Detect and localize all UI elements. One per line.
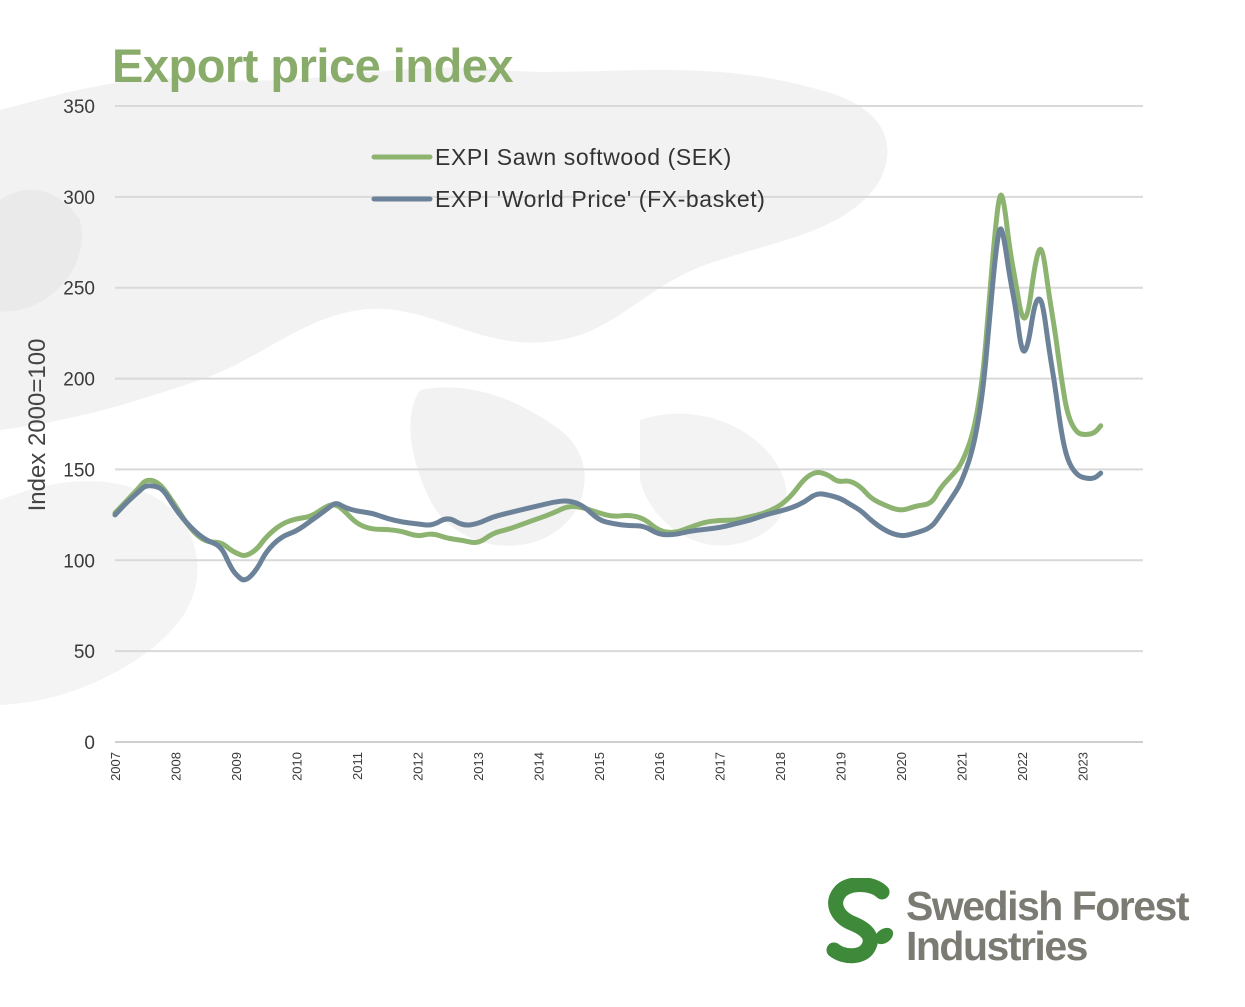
x-tick-label: 2008	[168, 752, 183, 781]
y-tick-label: 350	[63, 97, 95, 118]
y-tick-label: 50	[74, 642, 95, 663]
legend: EXPI Sawn softwood (SEK) EXPI 'World Pri…	[371, 144, 766, 212]
y-tick-label: 0	[84, 733, 95, 754]
y-axis-ticks: 0 50 100 150 200 250 300 350	[63, 97, 95, 754]
y-tick-label: 100	[63, 551, 95, 572]
x-axis-ticks: 2007 2008 2009 2010 2011 2012 2013 2014 2015 2016…	[108, 752, 1091, 781]
company-logo: Swedish Forest Industries	[820, 878, 1220, 978]
x-tick-label: 2015	[592, 752, 607, 781]
x-tick-label: 2012	[410, 752, 425, 781]
y-tick-label: 150	[63, 460, 95, 481]
gridlines	[115, 105, 1143, 743]
x-tick-label: 2014	[531, 752, 546, 781]
legend-label-sawn-softwood: EXPI Sawn softwood (SEK)	[435, 144, 732, 170]
x-tick-label: 2009	[229, 752, 244, 781]
logo-text-line1: Swedish Forest	[906, 883, 1190, 929]
y-axis-label: Index 2000=100	[24, 339, 51, 512]
x-tick-label: 2021	[955, 752, 970, 781]
logo-text-line2: Industries	[906, 923, 1088, 969]
y-tick-label: 200	[63, 370, 95, 391]
x-tick-label: 2011	[350, 752, 365, 780]
x-tick-label: 2022	[1015, 752, 1030, 781]
y-tick-label: 250	[63, 279, 95, 300]
x-tick-label: 2020	[894, 752, 909, 781]
x-tick-label: 2010	[289, 752, 304, 781]
series-line-world-price	[112, 226, 1104, 583]
legend-label-world-price: EXPI 'World Price' (FX-basket)	[435, 186, 766, 212]
y-tick-label: 300	[63, 188, 95, 209]
x-tick-label: 2007	[108, 752, 123, 781]
x-tick-label: 2017	[713, 752, 728, 781]
series-lines	[112, 192, 1104, 583]
x-tick-label: 2016	[652, 752, 667, 781]
x-tick-label: 2018	[773, 752, 788, 781]
s-leaf-icon	[826, 878, 894, 964]
chart-title: Export price index	[112, 39, 514, 92]
x-tick-label: 2019	[834, 752, 849, 781]
x-tick-label: 2013	[471, 752, 486, 781]
x-tick-label: 2023	[1076, 752, 1091, 781]
series-line-sawn-softwood	[112, 192, 1104, 558]
